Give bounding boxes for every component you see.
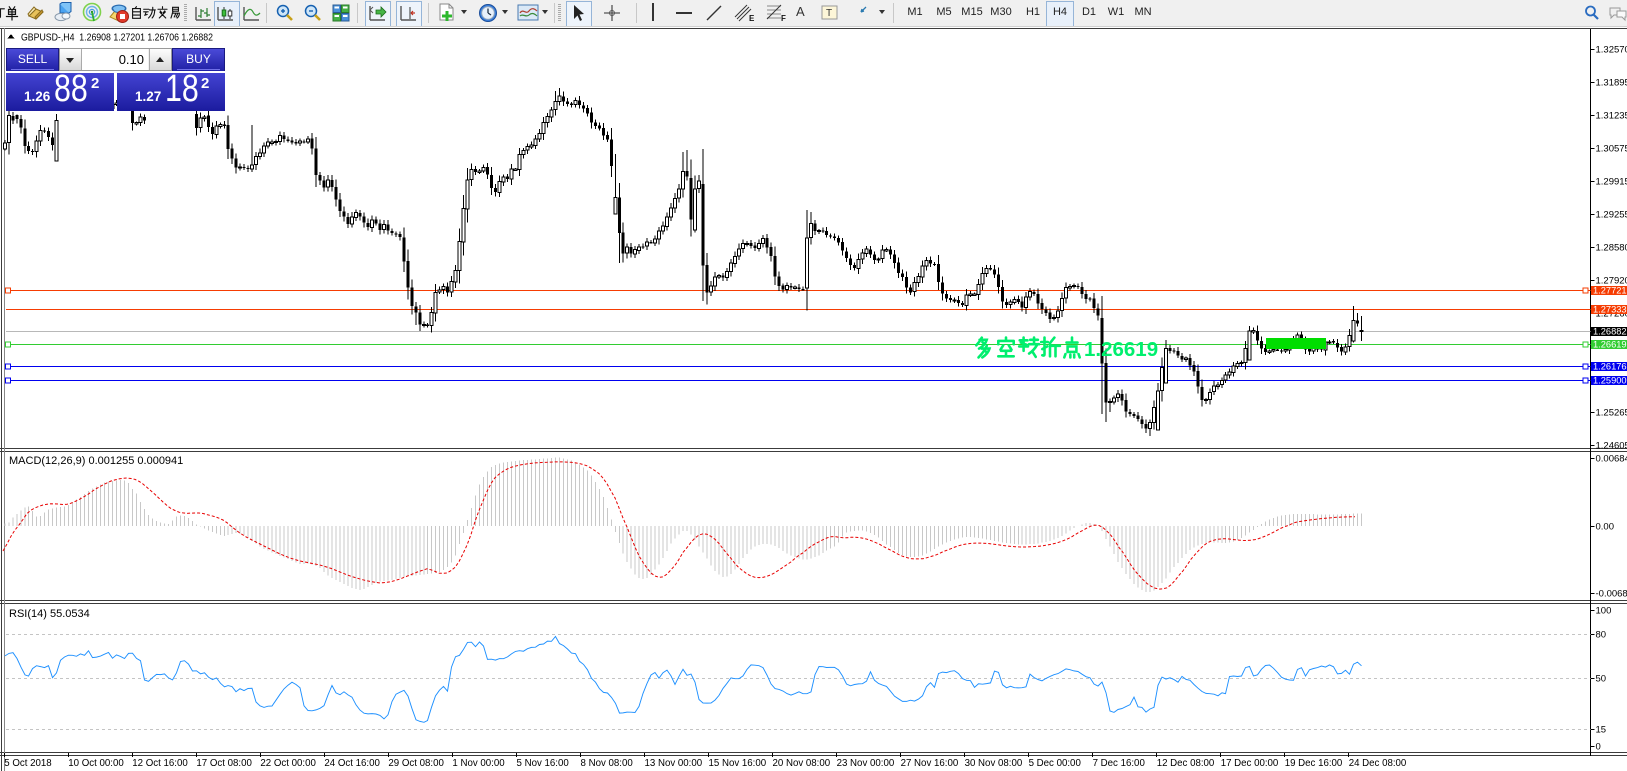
svg-text:17 Dec 00:00: 17 Dec 00:00	[1221, 758, 1279, 769]
svg-text:20 Nov 08:00: 20 Nov 08:00	[773, 758, 831, 769]
svg-text:5 Dec 00:00: 5 Dec 00:00	[1029, 758, 1082, 769]
svg-text:10 Oct 00:00: 10 Oct 00:00	[68, 758, 124, 769]
svg-text:5 Oct 2018: 5 Oct 2018	[4, 758, 51, 769]
svg-text:-0.00689: -0.00689	[1596, 589, 1627, 600]
svg-text:80: 80	[1596, 630, 1607, 641]
svg-text:13 Nov 00:00: 13 Nov 00:00	[645, 758, 703, 769]
svg-text:8 Nov 08:00: 8 Nov 08:00	[581, 758, 634, 769]
svg-text:1.27920: 1.27920	[1596, 276, 1627, 287]
svg-text:5 Nov 16:00: 5 Nov 16:00	[517, 758, 570, 769]
svg-text:1.32570: 1.32570	[1596, 45, 1627, 56]
svg-text:1.25265: 1.25265	[1596, 408, 1627, 419]
svg-text:1.29915: 1.29915	[1596, 177, 1627, 188]
svg-text:1.25900: 1.25900	[1593, 376, 1627, 386]
svg-text:1.26619: 1.26619	[1084, 338, 1158, 361]
svg-text:50: 50	[1596, 674, 1607, 685]
svg-text:1.30575: 1.30575	[1596, 144, 1627, 155]
svg-text:1.24605: 1.24605	[1596, 441, 1627, 452]
svg-text:1.29255: 1.29255	[1596, 210, 1627, 221]
svg-text:1.27721: 1.27721	[1593, 286, 1627, 296]
svg-text:15: 15	[1596, 725, 1607, 736]
svg-text:RSI(14) 55.0534: RSI(14) 55.0534	[9, 608, 90, 620]
svg-text:MACD(12,26,9) 0.001255 0.00094: MACD(12,26,9) 0.001255 0.000941	[9, 455, 183, 467]
svg-text:GBPUSD-,H4 1.26908 1.27201 1.: GBPUSD-,H4 1.26908 1.27201 1.26706 1.268…	[21, 32, 213, 44]
svg-text:22 Oct 00:00: 22 Oct 00:00	[260, 758, 316, 769]
svg-text:1.26619: 1.26619	[1593, 340, 1627, 350]
svg-text:0.00: 0.00	[1596, 522, 1615, 533]
svg-text:12 Dec 08:00: 12 Dec 08:00	[1157, 758, 1215, 769]
svg-text:T: T	[826, 8, 832, 19]
svg-text:1 Nov 00:00: 1 Nov 00:00	[452, 758, 505, 769]
svg-text:0: 0	[1596, 742, 1601, 753]
svg-text:23 Nov 00:00: 23 Nov 00:00	[837, 758, 895, 769]
svg-text:15 Nov 16:00: 15 Nov 16:00	[709, 758, 767, 769]
svg-text:1.28580: 1.28580	[1596, 243, 1627, 254]
svg-text:E: E	[749, 14, 755, 23]
svg-text:1.31895: 1.31895	[1596, 78, 1627, 89]
svg-text:24 Dec 08:00: 24 Dec 08:00	[1349, 758, 1407, 769]
svg-text:30 Nov 08:00: 30 Nov 08:00	[965, 758, 1023, 769]
svg-text:F: F	[781, 14, 786, 23]
svg-text:27 Nov 16:00: 27 Nov 16:00	[901, 758, 959, 769]
svg-text:12 Oct 16:00: 12 Oct 16:00	[132, 758, 188, 769]
svg-text:100: 100	[1596, 606, 1612, 617]
svg-text:24 Oct 16:00: 24 Oct 16:00	[324, 758, 380, 769]
svg-text:1.31235: 1.31235	[1596, 111, 1627, 122]
svg-text:0.00684: 0.00684	[1596, 454, 1627, 465]
svg-text:7 Dec 16:00: 7 Dec 16:00	[1093, 758, 1146, 769]
svg-text:17 Oct 08:00: 17 Oct 08:00	[196, 758, 252, 769]
svg-text:1.26176: 1.26176	[1593, 362, 1627, 372]
svg-text:29 Oct 08:00: 29 Oct 08:00	[388, 758, 444, 769]
svg-text:1.27333: 1.27333	[1593, 305, 1627, 315]
svg-text:1.26882: 1.26882	[1593, 327, 1627, 337]
svg-text:19 Dec 16:00: 19 Dec 16:00	[1285, 758, 1343, 769]
